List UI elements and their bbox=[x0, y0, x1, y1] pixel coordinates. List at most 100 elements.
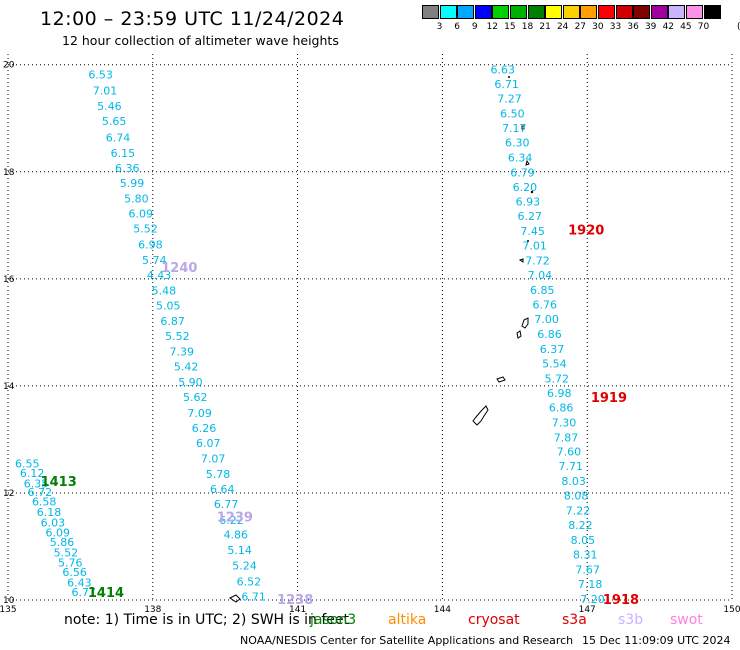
scale-swatch bbox=[650, 5, 668, 19]
maug-island bbox=[521, 125, 525, 130]
wave-height-value: 5.76 bbox=[58, 557, 83, 570]
pass-number-label: 1920 bbox=[568, 224, 604, 239]
wave-height-value: 5.46 bbox=[97, 100, 122, 113]
wave-height-value: 6.55 bbox=[15, 458, 40, 471]
scale-label: 33 bbox=[609, 22, 622, 32]
pass-number-label: 1239 bbox=[217, 510, 253, 525]
wave-height-value: 4.43 bbox=[147, 269, 172, 282]
satellite-legend-item: swot bbox=[670, 612, 703, 628]
lon-tick-label: 138 bbox=[144, 605, 161, 615]
wave-height-value: 6.30 bbox=[505, 136, 530, 149]
wave-height-value: 7.01 bbox=[93, 84, 118, 97]
scale-label: 15 bbox=[504, 22, 516, 32]
wave-height-value: 5.72 bbox=[545, 372, 570, 385]
scale-label: 30 bbox=[592, 22, 604, 32]
wave-height-value: 6.37 bbox=[540, 343, 565, 356]
satellite-legend-item: cryosat bbox=[468, 612, 520, 628]
scale-swatch bbox=[615, 5, 633, 19]
rota-island bbox=[496, 376, 506, 383]
wave-height-value: 7.20 bbox=[580, 593, 605, 606]
wave-height-value: 6.98 bbox=[138, 239, 163, 252]
wave-height-value: 5.52 bbox=[133, 223, 158, 236]
scale-label: 24 bbox=[556, 22, 569, 32]
wave-height-value: 7.45 bbox=[520, 225, 545, 238]
satellite-legend-item: s3a bbox=[562, 612, 587, 628]
lon-tick-label: 141 bbox=[289, 605, 306, 615]
farallon-de-pajaros bbox=[508, 76, 510, 78]
agrihan-island bbox=[525, 159, 530, 166]
lon-tick-label: 135 bbox=[0, 605, 17, 615]
wave-height-value: 6.93 bbox=[516, 196, 541, 209]
wave-height-value: 7.30 bbox=[552, 416, 577, 429]
wave-height-value: 6.53 bbox=[88, 68, 113, 81]
scale-label: 45 bbox=[680, 22, 692, 32]
scale-label: 70 bbox=[697, 22, 710, 32]
wave-height-value: 5.74 bbox=[142, 254, 167, 267]
wave-height-value: 5.54 bbox=[542, 357, 567, 370]
wave-height-value: 6.07 bbox=[196, 437, 221, 450]
wave-height-value: 7.27 bbox=[497, 92, 522, 105]
wave-height-value: 7.72 bbox=[525, 255, 550, 268]
wave-height-value: 6.58 bbox=[32, 496, 57, 509]
scale-swatch bbox=[527, 5, 545, 19]
scale-label: 36 bbox=[627, 22, 639, 32]
wave-height-value: 8.22 bbox=[568, 519, 593, 532]
wave-height-value: 5.80 bbox=[124, 193, 149, 206]
wave-height-value: 5.65 bbox=[102, 115, 127, 128]
wave-height-value: 6.64 bbox=[210, 483, 235, 496]
scale-swatch bbox=[668, 5, 686, 19]
alamagan-island bbox=[527, 240, 529, 242]
scale-swatch bbox=[633, 5, 651, 19]
scale-swatch bbox=[686, 5, 703, 19]
pass-number-label: 1919 bbox=[591, 391, 627, 406]
wave-height-value: 5.99 bbox=[120, 177, 145, 190]
wave-height-value: 6.77 bbox=[214, 498, 239, 511]
scale-label: 42 bbox=[662, 22, 675, 32]
map-title: 12:00 – 23:59 UTC 11/24/2024 bbox=[40, 8, 345, 30]
satellite-legend-item: altika bbox=[388, 612, 427, 628]
wave-height-value: 7.04 bbox=[528, 269, 553, 282]
wave-height-value: 8.31 bbox=[573, 549, 598, 562]
wave-height-value: 6.79 bbox=[510, 166, 535, 179]
wave-height-value: 7.60 bbox=[557, 446, 582, 459]
wave-height-value: 7.71 bbox=[559, 460, 584, 473]
ngulu-atoll bbox=[229, 594, 241, 603]
wave-height-value: 7.07 bbox=[201, 453, 226, 466]
scale-swatch bbox=[545, 5, 563, 19]
wave-height-value: 7.87 bbox=[554, 431, 579, 444]
satellite-legend-item: s3b bbox=[618, 612, 644, 628]
lat-tick-label: 10 bbox=[3, 596, 15, 606]
wave-height-value: 6.76 bbox=[532, 299, 557, 312]
wave-height-value: 6.72 bbox=[28, 486, 53, 499]
wave-height-values: 6.53 7.01 5.46 5.65 6.74 6.15 6.36 5.99 5.80 6.09… bbox=[15, 64, 605, 606]
wave-height-value: 5.78 bbox=[206, 468, 231, 481]
wave-height-value: 6.18 bbox=[37, 506, 62, 519]
wave-height-value: 6.86 bbox=[537, 328, 562, 341]
tinian-island bbox=[516, 330, 522, 339]
wave-height-value: 6.52 bbox=[237, 575, 262, 588]
scale-label: 12 bbox=[486, 22, 499, 32]
wave-height-value: 6.12 bbox=[20, 467, 45, 480]
wave-height-value: 6.22 bbox=[219, 514, 244, 527]
wave-height-value: 5.14 bbox=[227, 544, 252, 557]
wave-height-value: 6.09 bbox=[45, 527, 70, 540]
lon-tick-label: 144 bbox=[434, 605, 451, 615]
wave-height-value: 6.71 bbox=[241, 590, 266, 603]
wave-height-value: 5.52 bbox=[165, 330, 190, 343]
wave-height-value: 8.08 bbox=[564, 490, 589, 503]
scale-swatch bbox=[580, 5, 598, 19]
lat-tick-label: 12 bbox=[3, 489, 14, 499]
wave-height-value: 6.09 bbox=[128, 208, 153, 221]
scale-swatch bbox=[598, 5, 615, 19]
wave-height-value: 6.27 bbox=[518, 210, 543, 223]
wave-height-value: 6.43 bbox=[67, 576, 92, 589]
wave-height-value: 6.03 bbox=[41, 516, 66, 529]
wave-height-value: 6.85 bbox=[530, 284, 555, 297]
pass-number-label: 1240 bbox=[161, 261, 197, 276]
guam-island bbox=[472, 405, 489, 426]
lon-tick-label: 150 bbox=[723, 605, 740, 615]
wave-height-value: 5.86 bbox=[50, 536, 75, 549]
asuncion-island bbox=[530, 190, 534, 194]
wave-height-value: 6.56 bbox=[62, 566, 87, 579]
